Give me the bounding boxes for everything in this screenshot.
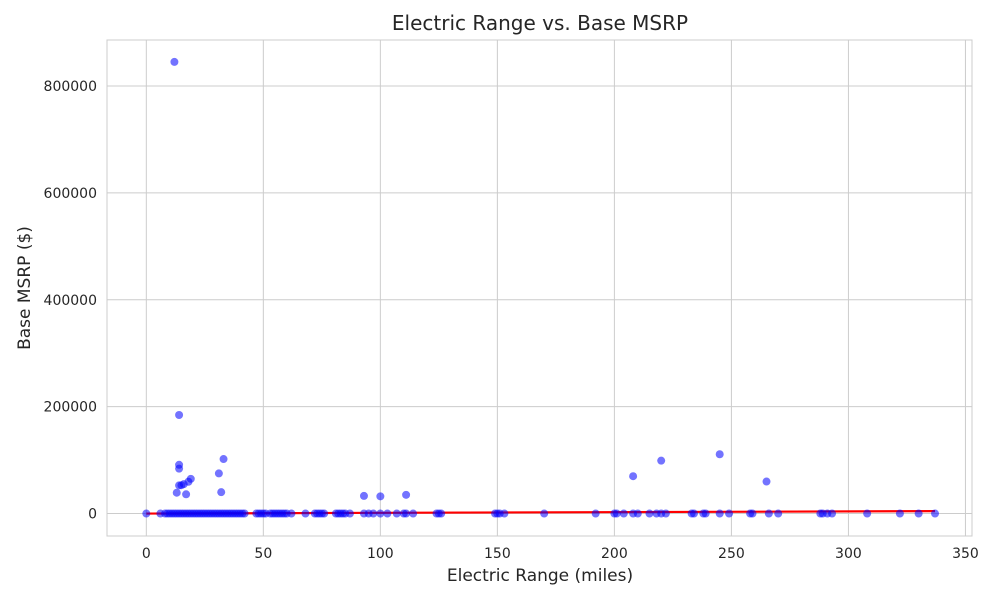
y-tick-label: 800000 <box>44 79 97 95</box>
data-point <box>437 509 446 518</box>
data-point <box>142 509 151 518</box>
data-point <box>689 509 698 518</box>
data-point <box>633 509 642 518</box>
x-tick-label: 0 <box>142 546 151 562</box>
y-tick-label: 200000 <box>44 400 97 416</box>
data-point <box>701 509 710 518</box>
data-point <box>376 509 385 518</box>
x-tick-label: 350 <box>952 546 979 562</box>
x-tick-label: 50 <box>254 546 272 562</box>
data-point <box>214 469 223 478</box>
chart-title: Electric Range vs. Base MSRP <box>392 11 688 35</box>
data-point <box>320 509 329 518</box>
data-point <box>661 509 670 518</box>
data-point <box>645 509 654 518</box>
plot-area <box>107 40 972 536</box>
x-tick-label: 250 <box>718 546 745 562</box>
data-point <box>345 509 354 518</box>
data-point <box>240 509 249 518</box>
data-point <box>914 509 923 518</box>
data-point <box>383 509 392 518</box>
data-point <box>863 509 872 518</box>
data-point <box>219 455 228 464</box>
data-point <box>175 464 184 473</box>
data-point <box>500 509 509 518</box>
data-point <box>301 509 310 518</box>
data-point <box>619 509 628 518</box>
x-tick-label: 200 <box>601 546 628 562</box>
x-tick-label: 100 <box>367 546 394 562</box>
y-axis-ticks: 0 200000 400000 600000 800000 <box>44 79 97 523</box>
x-tick-label: 300 <box>835 546 862 562</box>
data-point <box>764 509 773 518</box>
y-tick-label: 0 <box>88 507 97 523</box>
data-point <box>402 509 411 518</box>
data-point <box>540 509 549 518</box>
data-point <box>287 509 296 518</box>
plot-border <box>106 39 973 537</box>
data-point <box>182 490 191 499</box>
data-point <box>175 410 184 419</box>
data-point <box>657 456 666 465</box>
data-point <box>715 509 724 518</box>
data-point <box>715 450 724 459</box>
data-point <box>172 488 181 497</box>
data-point <box>895 509 904 518</box>
data-point <box>217 488 226 497</box>
x-tick-label: 150 <box>484 546 511 562</box>
data-point <box>409 509 418 518</box>
data-point <box>629 472 638 481</box>
data-point <box>591 509 600 518</box>
data-point <box>170 57 179 66</box>
x-axis-label: Electric Range (miles) <box>447 566 633 586</box>
data-point <box>725 509 734 518</box>
data-point <box>828 509 837 518</box>
data-point <box>774 509 783 518</box>
data-point <box>931 509 940 518</box>
y-tick-label: 400000 <box>44 293 97 309</box>
data-point <box>359 491 368 500</box>
data-points <box>142 57 940 518</box>
y-axis-label: Base MSRP ($) <box>15 226 35 350</box>
data-point <box>369 509 378 518</box>
x-axis-ticks: 0 50 100 150 200 250 300 350 <box>142 546 979 562</box>
data-point <box>376 492 385 501</box>
data-point <box>748 509 757 518</box>
data-point <box>402 490 411 499</box>
data-point <box>186 474 195 483</box>
y-tick-label: 600000 <box>44 186 97 202</box>
data-point <box>612 509 621 518</box>
data-point <box>392 509 401 518</box>
data-point <box>762 477 771 486</box>
